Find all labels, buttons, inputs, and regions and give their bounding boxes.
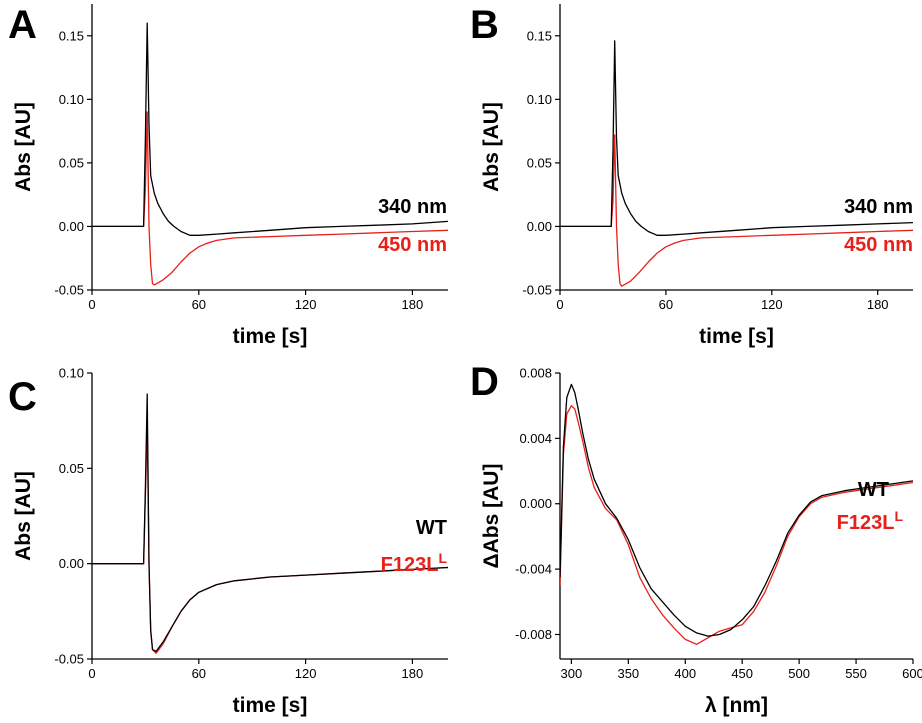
series-label: 340 nm: [844, 196, 913, 218]
y-tick-label: -0.05: [54, 652, 84, 667]
x-tick-label: 500: [788, 666, 810, 681]
x-tick-label: 60: [192, 666, 206, 681]
y-tick-label: 0.15: [527, 28, 552, 43]
series-line-450-nm: [560, 134, 913, 287]
y-tick-label: 0.008: [519, 366, 552, 381]
series-label: 450 nm: [844, 234, 913, 256]
series-label: WT: [858, 479, 889, 501]
panel-letter: C: [8, 375, 37, 419]
y-tick-label: 0.05: [527, 155, 552, 170]
series-label: F123LL: [837, 508, 904, 534]
x-tick-label: 300: [561, 666, 583, 681]
panel-d: D 300 350 400 450 500 550 600 -0.008 -0.004 0.000 0…: [470, 360, 922, 717]
series-line-450-nm: [92, 111, 448, 286]
y-tick-label: 0.05: [59, 461, 84, 476]
y-axis-title: ΔAbs [AU]: [480, 464, 503, 569]
series-line-340-nm: [92, 22, 448, 236]
x-tick-label: 550: [845, 666, 867, 681]
x-tick-label: 120: [295, 666, 317, 681]
y-tick-label: 0.00: [527, 219, 552, 234]
x-axis-title: λ [nm]: [705, 694, 768, 717]
panel-letter: D: [470, 360, 499, 404]
x-tick-label: 450: [731, 666, 753, 681]
panel-letter: A: [8, 3, 37, 47]
x-tick-label: 60: [659, 297, 673, 312]
y-tick-label: -0.008: [515, 627, 552, 642]
x-tick-label: 180: [402, 666, 424, 681]
x-tick-label: 0: [556, 297, 563, 312]
panel-c: C 0 60 120 180 -0.05 0.00 0.05 0.10 time [s] Abs […: [8, 366, 448, 717]
y-tick-label: -0.004: [515, 562, 552, 577]
series-line-340-nm: [560, 40, 913, 236]
y-tick-label: -0.05: [54, 283, 84, 298]
x-tick-label: 0: [88, 666, 95, 681]
panel-b: B 0 60 120 180 -0.05 0.00 0.05 0.10 0.15 time [s] A…: [470, 3, 913, 348]
panel-a: A 0 60 120 180 -0.05 0.00 0.05 0.10 0.15 time [s] A…: [8, 3, 448, 348]
y-tick-label: -0.05: [522, 283, 552, 298]
series-line-wt: [560, 383, 913, 637]
x-tick-label: 0: [88, 297, 95, 312]
x-tick-label: 600: [902, 666, 922, 681]
y-tick-label: 0.05: [59, 155, 84, 170]
y-tick-label: 0.000: [519, 496, 552, 511]
x-tick-label: 350: [617, 666, 639, 681]
series-line-wt: [92, 393, 448, 653]
y-tick-label: 0.00: [59, 219, 84, 234]
x-tick-label: 60: [192, 297, 206, 312]
series-label: F123LL: [381, 550, 448, 576]
y-axis-title: Abs [AU]: [12, 471, 35, 561]
series-label: WT: [416, 517, 447, 539]
series-label: 340 nm: [378, 196, 447, 218]
y-tick-label: 0.10: [59, 92, 84, 107]
series-label: 450 nm: [378, 234, 447, 256]
x-tick-label: 180: [867, 297, 889, 312]
x-tick-label: 180: [402, 297, 424, 312]
y-tick-label: 0.15: [59, 28, 84, 43]
x-tick-label: 400: [674, 666, 696, 681]
y-tick-label: 0.10: [59, 366, 84, 381]
y-tick-label: 0.10: [527, 92, 552, 107]
y-tick-label: 0.00: [59, 556, 84, 571]
panel-letter: B: [470, 3, 499, 47]
x-tick-label: 120: [295, 297, 317, 312]
x-tick-label: 120: [761, 297, 783, 312]
y-axis-title: Abs [AU]: [12, 102, 35, 192]
x-axis-title: time [s]: [699, 325, 774, 348]
y-axis-title: Abs [AU]: [480, 102, 503, 192]
series-line-f123l: [560, 405, 913, 645]
x-axis-title: time [s]: [233, 325, 308, 348]
x-axis-title: time [s]: [233, 694, 308, 717]
y-tick-label: 0.004: [519, 431, 552, 446]
